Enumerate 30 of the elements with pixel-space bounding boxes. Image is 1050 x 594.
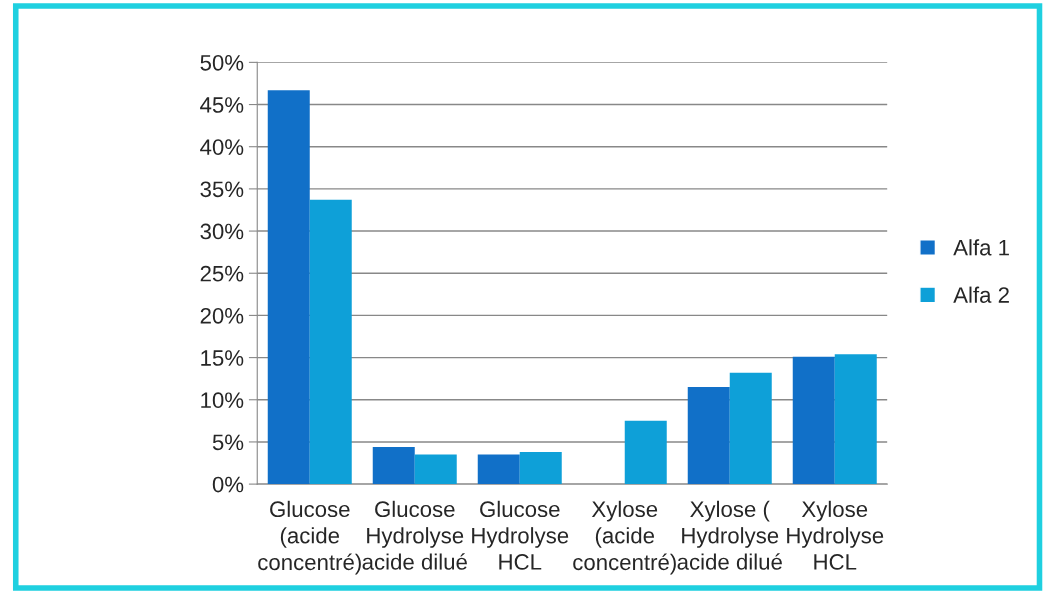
- y-tick-label: 0%: [212, 476, 244, 493]
- bar: [519, 452, 562, 485]
- x-tick-label: Xylose ( Hydrolyse acide dilué: [677, 500, 782, 570]
- bar: [267, 90, 310, 485]
- x-tick-label: Glucose Hydrolyse HCL: [472, 500, 569, 570]
- y-tick-label: 5%: [212, 434, 244, 451]
- y-tick-label: 45%: [200, 97, 244, 113]
- x-tick-label: Glucose Hydrolyse acide dilué: [362, 500, 467, 570]
- y-tick-label: 35%: [200, 181, 244, 198]
- x-tick-label: Xylose Hydrolyse HCL: [787, 500, 884, 570]
- bar: [309, 199, 352, 485]
- bar: [834, 354, 877, 485]
- legend-label: Alfa 2: [953, 286, 1009, 303]
- bar: [477, 454, 520, 485]
- x-tick-label: Xylose (acide concentré): [573, 500, 676, 575]
- bar: [414, 454, 457, 485]
- bar: [792, 356, 835, 485]
- y-tick-label: 30%: [200, 223, 244, 240]
- bar: [687, 387, 730, 485]
- bar: [372, 447, 415, 485]
- x-tick-label: Glucose (acide concentré): [258, 500, 361, 575]
- bar: [624, 420, 667, 485]
- legend-label: Alfa 1: [953, 239, 1009, 256]
- y-tick-label: 15%: [201, 350, 244, 366]
- y-tick-label: 25%: [200, 265, 244, 282]
- y-tick-label: 10%: [201, 392, 244, 409]
- y-tick-label: 50%: [200, 54, 244, 71]
- y-tick-label: 40%: [200, 139, 244, 155]
- y-tick-label: 20%: [200, 307, 244, 324]
- bar: [729, 372, 772, 485]
